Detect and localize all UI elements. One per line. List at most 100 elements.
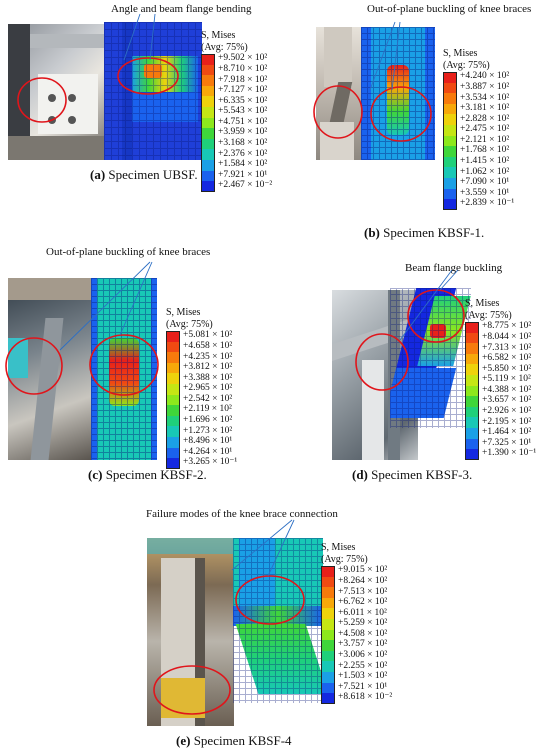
fea-contour-d xyxy=(390,288,471,428)
legend-value: +2.255 × 10² xyxy=(338,660,388,671)
legend-value: +5.259 × 10² xyxy=(338,618,388,629)
caption-label: (d) xyxy=(352,467,368,482)
legend-entry: +2.828 × 10² xyxy=(443,114,514,125)
legend-swatch xyxy=(166,426,180,437)
legend-entry: +6.335 × 10² xyxy=(201,96,272,107)
legend-value: +3.265 × 10⁻¹ xyxy=(183,457,238,468)
legend-value: +7.325 × 10¹ xyxy=(482,437,532,448)
legend-swatch xyxy=(201,181,215,192)
legend-entry: +4.658 × 10² xyxy=(166,341,237,353)
legend-entry: +4.388 × 10² xyxy=(465,384,536,397)
panel-e: Failure modes of the knee brace connecti… xyxy=(0,490,550,730)
legend-swatch xyxy=(465,364,479,375)
legend-value: +3.388 × 10² xyxy=(183,372,233,383)
caption-text: Specimen KBSF-4 xyxy=(190,733,292,748)
legend-value: +4.388 × 10² xyxy=(482,384,532,395)
legend-swatch xyxy=(443,167,457,178)
legend-value: +8.710 × 10² xyxy=(218,63,268,74)
legend-entry: +3.388 × 10² xyxy=(166,373,237,384)
legend-value: +9.502 × 10² xyxy=(218,53,268,64)
legend-entry: +5.850 × 10² xyxy=(465,364,536,375)
legend-entry: +6.011 × 10² xyxy=(321,608,392,619)
legend-value: +7.127 × 10² xyxy=(218,85,268,96)
legend-swatch xyxy=(201,54,215,65)
legend-swatch xyxy=(321,608,335,619)
legend-value: +3.887 × 10² xyxy=(460,81,510,92)
panel-a: Angle and beam flange bending S, Mises (… xyxy=(0,0,275,192)
panel-title-c: Out-of-plane buckling of knee braces xyxy=(46,246,211,258)
legend-header: S, Mises xyxy=(321,542,356,553)
legend-entry: +8.710 × 10² xyxy=(201,63,272,76)
legend-swatch xyxy=(201,64,215,76)
legend-value: +3.006 × 10² xyxy=(338,650,388,661)
legend-value: +5.850 × 10² xyxy=(482,363,532,374)
legend-value: +8.264 × 10² xyxy=(338,575,388,586)
legend-entry: +1.696 × 10² xyxy=(166,415,237,427)
legend-value: +7.513 × 10² xyxy=(338,586,388,597)
legend-swatch xyxy=(465,449,479,460)
legend-value: +7.090 × 10¹ xyxy=(460,177,510,188)
panel-c: Out-of-plane buckling of knee braces S, … xyxy=(0,240,275,469)
legend-entry: +7.513 × 10² xyxy=(321,587,392,598)
fea-contour-e xyxy=(233,538,323,703)
legend-entry: +9.502 × 10² xyxy=(201,53,272,65)
legend-entry: +8.264 × 10² xyxy=(321,575,392,588)
legend-entry: +8.618 × 10⁻² xyxy=(321,692,392,704)
legend-value: +2.542 × 10² xyxy=(183,393,233,404)
legend-entry: +5.543 × 10² xyxy=(201,106,272,118)
legend-swatch xyxy=(321,566,335,577)
legend-value: +1.503 × 10² xyxy=(338,671,388,682)
legend-entry: +2.475 × 10² xyxy=(443,124,514,136)
legend-swatch xyxy=(443,103,457,115)
legend-swatch xyxy=(465,396,479,407)
legend-value: +3.657 × 10² xyxy=(482,395,532,406)
fea-contour-a xyxy=(104,22,202,160)
legend-value: +2.195 × 10² xyxy=(482,416,532,427)
caption-text: Specimen KBSF-1. xyxy=(379,225,485,240)
legend-entry: +4.508 × 10² xyxy=(321,629,392,641)
legend-value: +1.273 × 10² xyxy=(183,425,233,436)
legend-swatch xyxy=(443,146,457,157)
legend-swatch xyxy=(443,82,457,94)
legend-entry: +2.926 × 10² xyxy=(465,406,536,418)
legend-entry: +6.582 × 10² xyxy=(465,353,536,365)
caption-label: (e) xyxy=(176,733,191,748)
legend-swatch xyxy=(166,447,180,459)
legend-swatch xyxy=(321,597,335,609)
legend-entry: +3.559 × 10¹ xyxy=(443,188,514,200)
legend-value: +2.376 × 10² xyxy=(218,148,268,159)
legend-swatch xyxy=(321,640,335,651)
caption-text: Specimen KBSF-2. xyxy=(102,467,207,482)
legend-entry: +1.390 × 10⁻¹ xyxy=(465,448,536,460)
legend-value: +3.812 × 10² xyxy=(183,362,233,373)
caption-label: (c) xyxy=(88,467,103,482)
caption-d: (d) Specimen KBSF-3. xyxy=(352,467,472,483)
legend-value: +7.313 × 10² xyxy=(482,342,532,353)
legend-swatch xyxy=(166,373,180,384)
legend-value: +3.757 × 10² xyxy=(338,639,388,650)
legend-swatch xyxy=(465,406,479,418)
legend-value: +8.496 × 10¹ xyxy=(183,436,233,447)
legend-entry: +2.467 × 10⁻² xyxy=(201,180,272,192)
legend-swatch xyxy=(321,682,335,694)
panel-title-e: Failure modes of the knee brace connecti… xyxy=(146,508,338,520)
legend-entry: +1.415 × 10² xyxy=(443,156,514,168)
legend-entry: +8.496 × 10¹ xyxy=(166,436,237,448)
legend-entry: +7.918 × 10² xyxy=(201,75,272,86)
legend-value: +3.534 × 10² xyxy=(460,92,510,103)
legend-swatch xyxy=(443,114,457,125)
legend-value: +2.828 × 10² xyxy=(460,113,510,124)
legend-entry: +7.127 × 10² xyxy=(201,85,272,97)
caption-c: (c) Specimen KBSF-2. xyxy=(88,467,207,483)
panel-title-d: Beam flange buckling xyxy=(405,262,503,274)
legend-entry: +1.062 × 10² xyxy=(443,167,514,178)
legend-swatch xyxy=(443,93,457,104)
caption-a: (a) Specimen UBSF. xyxy=(90,167,198,183)
legend-value: +4.240 × 10² xyxy=(460,71,510,82)
legend-swatch xyxy=(465,343,479,354)
legend-entry: +3.657 × 10² xyxy=(465,395,536,407)
legend-value: +4.264 × 10¹ xyxy=(183,446,233,457)
legend-value: +1.415 × 10² xyxy=(460,156,510,167)
legend-swatch xyxy=(201,96,215,107)
fea-contour-c xyxy=(91,278,157,460)
